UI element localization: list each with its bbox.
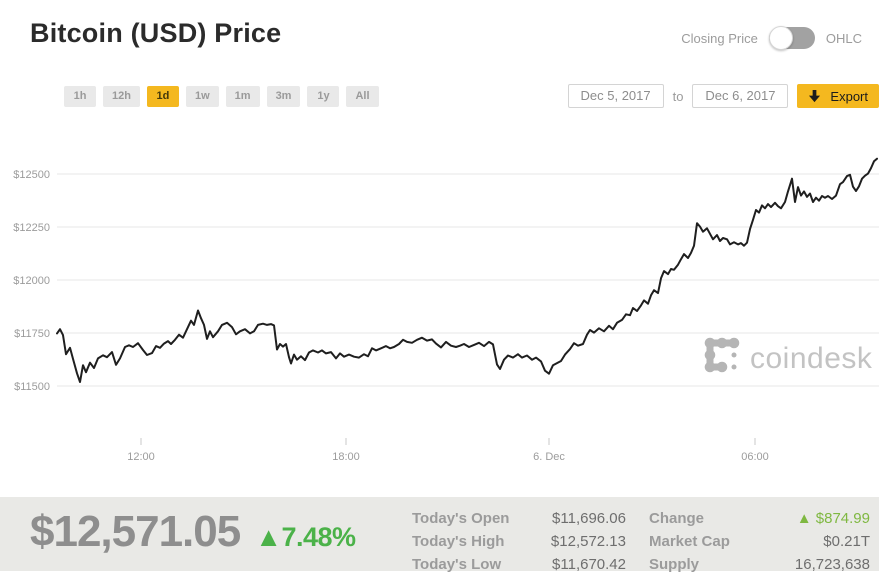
toggle-right-label[interactable]: OHLC [825,30,862,46]
price-line-series [56,157,878,383]
date-to-input[interactable]: Dec 6, 2017 [692,84,789,108]
chart-x-axis: 12:00 18:00 6. Dec 06:00 [127,438,769,463]
x-axis-tick-label: 6. Dec [533,451,565,463]
stat-label: Today's Open [412,510,510,527]
stat-row-low: Today's Low $11,670.42 [412,553,626,576]
coindesk-wordmark: coindesk [750,342,873,375]
stat-label: Supply [649,556,700,573]
timeframe-button-3m[interactable]: 3m [266,85,301,107]
price-type-toggle[interactable] [768,26,815,50]
y-axis-tick-label: $11500 [14,381,50,393]
toggle-knob [768,26,793,50]
date-range-separator: to [672,88,684,104]
stat-row-change: Change ▲ $874.99 [649,507,870,530]
download-icon [809,89,821,102]
coindesk-logo-icon [704,337,740,373]
timeframe-button-1m[interactable]: 1m [225,85,260,107]
stat-row-high: Today's High $12,572.13 [412,530,626,553]
current-price: $12,571.05 [30,507,241,556]
date-range-controls: Dec 5, 2017 to Dec 6, 2017 Export [567,84,879,108]
stat-row-market-cap: Market Cap $0.21T [649,530,870,553]
y-axis-tick-label: $12250 [13,222,50,234]
stat-label: Today's Low [412,556,502,573]
export-button-label: Export [830,88,868,104]
page-title: Bitcoin (USD) Price [30,18,282,48]
current-price-block: $12,571.05 ▲7.48% [30,505,412,557]
timeframe-button-1d[interactable]: 1d [146,85,179,107]
stat-label: Today's High [412,533,505,550]
stat-value: $0.21T [823,533,870,550]
stat-row-open: Today's Open $11,696.06 [412,507,626,530]
price-type-toggle-group: Closing Price OHLC [681,26,862,50]
chart-gridlines [57,173,879,387]
stat-value: 16,723,638 [794,556,870,573]
stat-value: $11,670.42 [552,556,626,573]
stat-label: Market Cap [649,533,730,550]
x-axis-tick-label: 18:00 [332,451,360,463]
y-axis-tick-label: $12500 [13,169,50,181]
timeframe-button-1w[interactable]: 1w [185,85,219,107]
stat-value: $11,696.06 [552,510,626,527]
timeframe-button-1h[interactable]: 1h [64,85,96,107]
export-button[interactable]: Export [797,84,879,108]
toggle-left-label[interactable]: Closing Price [681,30,758,46]
stat-label: Change [649,510,705,527]
today-stats-column: Today's Open $11,696.06 Today's High $12… [412,505,626,576]
percent-change: ▲7.48% [255,522,356,552]
timeframe-button-12h[interactable]: 12h [103,85,140,107]
stat-row-supply: Supply 16,723,638 [649,553,870,576]
coindesk-watermark: coindesk [704,337,873,375]
market-stats-column: Change ▲ $874.99 Market Cap $0.21T Suppl… [649,505,870,576]
y-axis-tick-label: $12000 [13,275,50,287]
stats-footer: $12,571.05 ▲7.48% Today's Open $11,696.0… [0,497,879,573]
chart-y-axis: $12500 $12250 $12000 $11750 $11500 [13,169,50,393]
timeframe-button-all[interactable]: All [346,85,379,107]
x-axis-tick-label: 12:00 [127,451,155,463]
y-axis-tick-label: $11750 [14,328,50,340]
timeframe-button-1y[interactable]: 1y [307,85,340,107]
stat-value-change: ▲ $874.99 [796,510,870,527]
stat-value: $12,572.13 [550,533,626,550]
price-chart[interactable]: $12500 $12250 $12000 $11750 $11500 12:00 18:0… [0,120,879,474]
chart-controls: 1h 12h 1d 1w 1m 3m 1y All Dec 5, 2017 to Dec 6,… [64,84,879,108]
x-axis-tick-label: 06:00 [741,451,769,463]
date-from-input[interactable]: Dec 5, 2017 [567,84,664,108]
timeframe-button-group: 1h 12h 1d 1w 1m 3m 1y All [64,85,379,107]
